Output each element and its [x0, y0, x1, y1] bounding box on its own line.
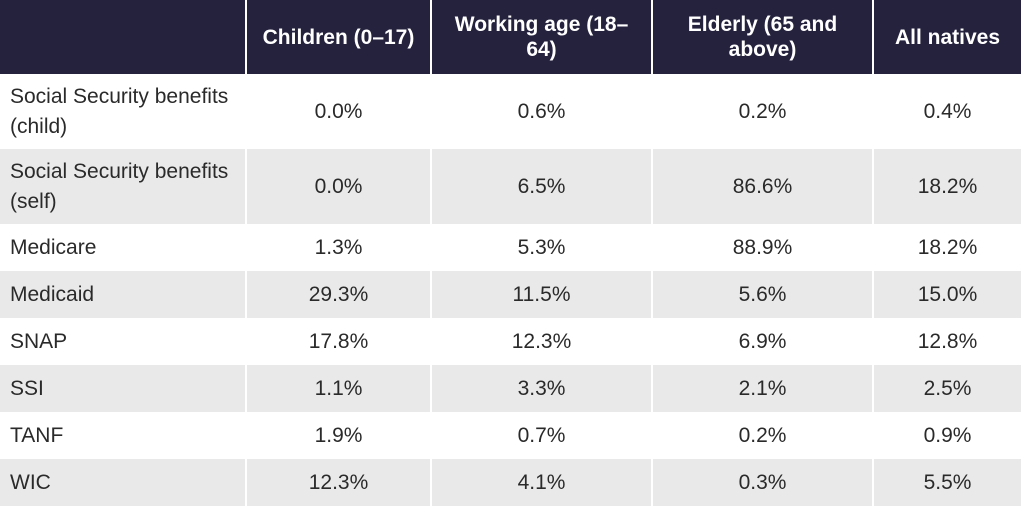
cell-working-age: 3.3%: [431, 365, 653, 412]
cell-children: 17.8%: [246, 318, 432, 365]
cell-working-age: 4.1%: [431, 459, 653, 506]
cell-children: 29.3%: [246, 271, 432, 318]
cell-working-age: 6.5%: [431, 149, 653, 224]
cell-children: 1.9%: [246, 412, 432, 459]
table-row: SNAP 17.8% 12.3% 6.9% 12.8%: [0, 318, 1021, 365]
row-label: SNAP: [0, 318, 247, 365]
cell-all-natives: 2.5%: [873, 365, 1021, 412]
header-row: Children (0–17) Working age (18–64) Elde…: [0, 0, 1021, 74]
cell-elderly: 0.2%: [652, 412, 874, 459]
row-label: Social Security benefits (child): [0, 74, 247, 149]
cell-all-natives: 0.4%: [873, 74, 1021, 149]
table-body: Social Security benefits (child) 0.0% 0.…: [0, 74, 1021, 506]
cell-all-natives: 18.2%: [873, 224, 1021, 271]
header-children: Children (0–17): [246, 0, 432, 74]
cell-all-natives: 12.8%: [873, 318, 1021, 365]
table-row: SSI 1.1% 3.3% 2.1% 2.5%: [0, 365, 1021, 412]
cell-working-age: 0.6%: [431, 74, 653, 149]
cell-elderly: 86.6%: [652, 149, 874, 224]
table-row: WIC 12.3% 4.1% 0.3% 5.5%: [0, 459, 1021, 506]
cell-all-natives: 0.9%: [873, 412, 1021, 459]
cell-children: 12.3%: [246, 459, 432, 506]
cell-elderly: 6.9%: [652, 318, 874, 365]
row-label: Medicare: [0, 224, 247, 271]
row-label: Social Security benefits (self): [0, 149, 247, 224]
row-label: SSI: [0, 365, 247, 412]
cell-elderly: 88.9%: [652, 224, 874, 271]
table-row: Medicaid 29.3% 11.5% 5.6% 15.0%: [0, 271, 1021, 318]
header-corner: [0, 0, 247, 74]
row-label: WIC: [0, 459, 247, 506]
cell-children: 1.1%: [246, 365, 432, 412]
cell-all-natives: 15.0%: [873, 271, 1021, 318]
cell-elderly: 5.6%: [652, 271, 874, 318]
cell-children: 0.0%: [246, 74, 432, 149]
cell-children: 1.3%: [246, 224, 432, 271]
cell-working-age: 11.5%: [431, 271, 653, 318]
cell-all-natives: 18.2%: [873, 149, 1021, 224]
row-label: Medicaid: [0, 271, 247, 318]
cell-working-age: 0.7%: [431, 412, 653, 459]
header-elderly: Elderly (65 and above): [652, 0, 874, 74]
cell-working-age: 12.3%: [431, 318, 653, 365]
cell-elderly: 0.2%: [652, 74, 874, 149]
header-working-age: Working age (18–64): [431, 0, 653, 74]
cell-children: 0.0%: [246, 149, 432, 224]
header-all-natives: All natives: [873, 0, 1021, 74]
row-label: TANF: [0, 412, 247, 459]
cell-all-natives: 5.5%: [873, 459, 1021, 506]
table-row: Social Security benefits (self) 0.0% 6.5…: [0, 149, 1021, 224]
table-row: Social Security benefits (child) 0.0% 0.…: [0, 74, 1021, 149]
cell-elderly: 0.3%: [652, 459, 874, 506]
cell-working-age: 5.3%: [431, 224, 653, 271]
table-row: TANF 1.9% 0.7% 0.2% 0.9%: [0, 412, 1021, 459]
table-header: Children (0–17) Working age (18–64) Elde…: [0, 0, 1021, 74]
cell-elderly: 2.1%: [652, 365, 874, 412]
table-row: Medicare 1.3% 5.3% 88.9% 18.2%: [0, 224, 1021, 271]
